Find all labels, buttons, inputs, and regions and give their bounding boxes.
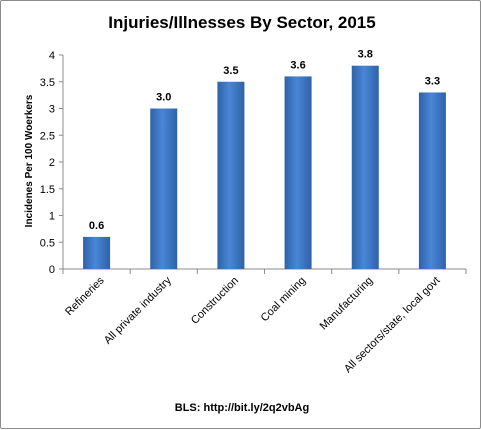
bar [418,92,446,269]
category-label: Manufacturing [318,275,376,333]
y-tick-label: 3.5 [40,77,55,89]
bar [217,81,245,269]
bar [150,108,178,269]
category-label: Coal mining [259,275,309,325]
bar [284,76,312,270]
data-label: 0.6 [89,220,104,232]
y-tick-label: 1.5 [40,184,55,196]
category-label: Refineries [63,274,107,318]
category-label: All private industry [102,274,174,346]
data-label: 3.8 [358,49,373,61]
category-label: Construction [189,275,241,327]
bar [351,65,379,269]
data-label: 3.5 [223,65,238,77]
y-tick-label: 1 [49,211,55,223]
bar [83,236,111,269]
axes [62,55,467,274]
data-labels: 0.6 3.0 3.5 3.6 3.8 3.3 [89,49,440,232]
y-ticks: 0 0.5 1 1.5 2 2.5 3 3.5 4 [40,50,63,276]
y-tick-label: 0.5 [40,237,55,249]
chart-title: Injuries/Illnesses By Sector, 2015 [108,13,375,32]
bars [83,65,446,270]
data-label: 3.6 [290,59,305,71]
y-tick-label: 4 [49,50,55,62]
data-label: 3.0 [156,92,171,104]
y-tick-label: 2 [49,157,55,169]
data-label: 3.3 [425,75,440,87]
source-note: BLS: http://bit.ly/2q2vbAg [175,402,309,414]
y-tick-label: 2.5 [40,130,55,142]
y-tick-label: 3 [49,104,55,116]
y-tick-label: 0 [49,264,55,276]
y-axis-label: Incidenes Per 100 Woerkers [24,94,35,227]
